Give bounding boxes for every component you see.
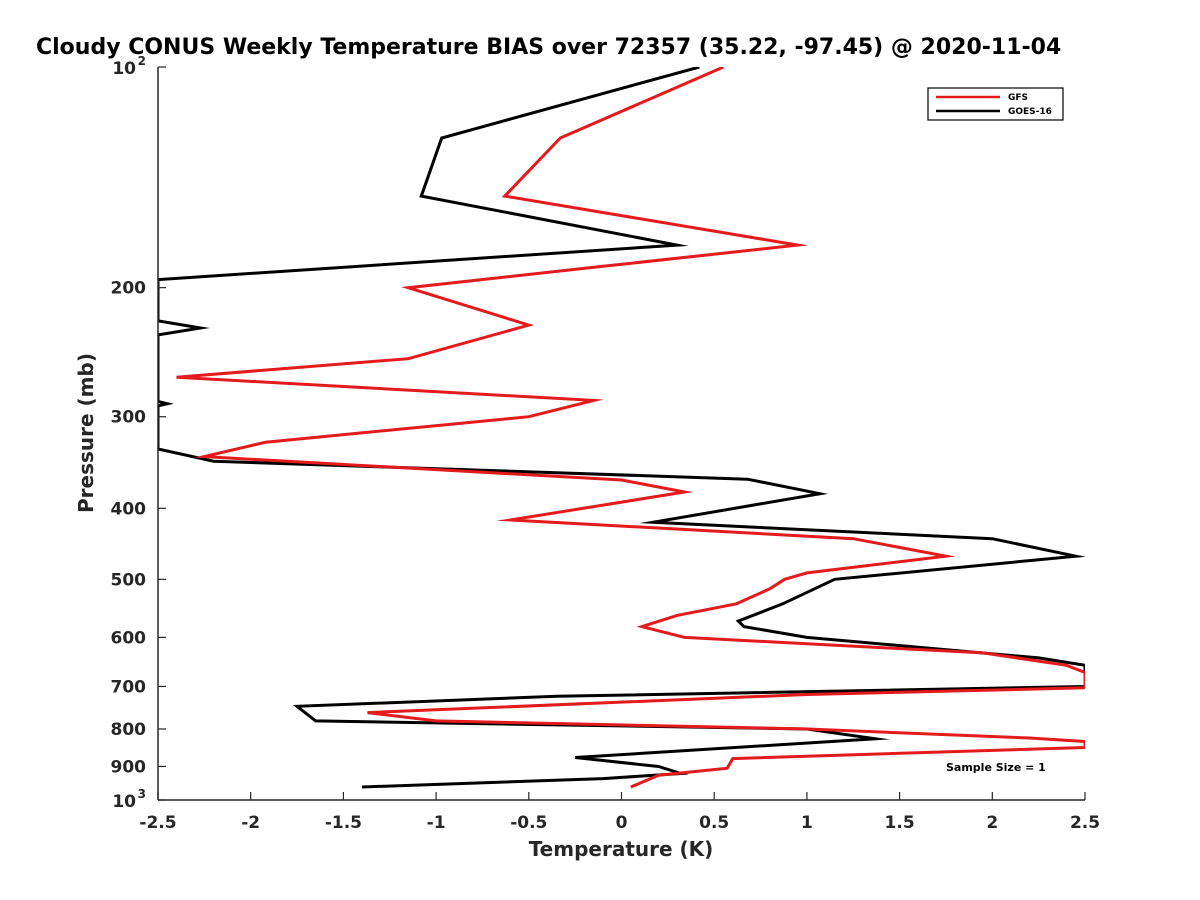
legend-label: GFS (1008, 93, 1028, 103)
y-tick-label: 200 (111, 279, 147, 299)
x-tick-label: 1 (801, 813, 813, 833)
x-tick-label: 2.5 (1070, 813, 1100, 833)
y-tick-label: 700 (111, 677, 147, 697)
y-axis-label: Pressure (mb) (74, 353, 98, 513)
y-tick-label: 10 (112, 792, 136, 812)
x-tick-label: 0 (616, 813, 628, 833)
y-tick-label-exponent: 2 (138, 54, 146, 68)
sample-size-annotation: Sample Size = 1 (946, 761, 1046, 774)
x-tick-label: -0.5 (510, 813, 547, 833)
series-line-goes-16 (158, 67, 1085, 789)
legend-label: GOES-16 (1008, 107, 1052, 117)
x-tick-label: -1 (427, 813, 446, 833)
x-tick-label: -2.5 (139, 813, 176, 833)
axes: -2.5 -2 -1.5 -1 -0.5 0 0.5 1 1.5 2 2.5210200300400… (111, 54, 1101, 833)
y-tick-label: 10 (112, 59, 136, 79)
chart-title: Cloudy CONUS Weekly Temperature BIAS ove… (36, 35, 1061, 60)
legend-box (927, 87, 1064, 121)
y-tick-label: 500 (111, 570, 147, 590)
y-tick-label: 800 (111, 720, 147, 740)
x-tick-label: 0.5 (699, 813, 729, 833)
plot-area (158, 67, 1085, 789)
y-tick-label: 900 (111, 757, 147, 777)
y-tick-label-exponent: 3 (138, 787, 146, 801)
y-tick-label: 400 (111, 499, 147, 519)
x-tick-label: -2 (241, 813, 260, 833)
x-tick-label: -1.5 (325, 813, 362, 833)
legend: GFS GOES-16 (927, 87, 1064, 121)
series-line-gfs (176, 67, 1085, 789)
y-tick-label: 600 (111, 628, 147, 648)
x-axis-label: Temperature (K) (529, 837, 714, 861)
y-tick-label: 300 (111, 408, 147, 428)
x-tick-label: 1.5 (885, 813, 915, 833)
x-tick-label: 2 (986, 813, 998, 833)
